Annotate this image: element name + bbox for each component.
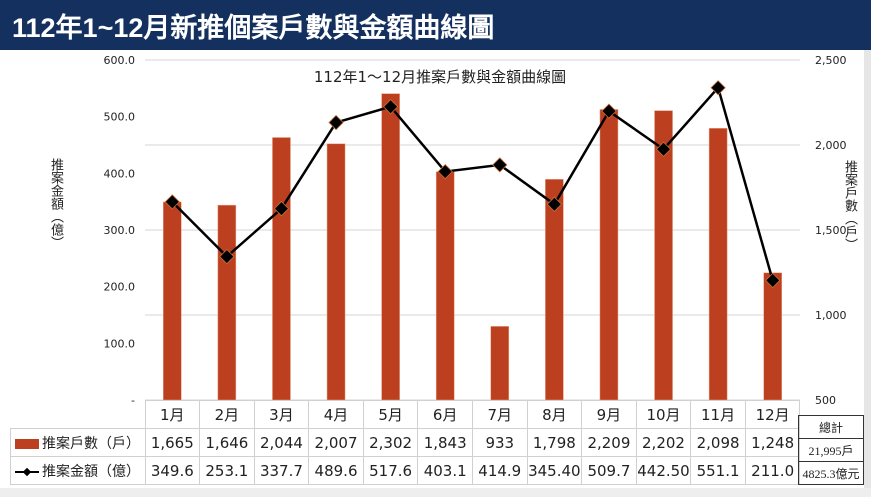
left-tick-label: 600.0 — [104, 54, 136, 67]
left-tick-label: 300.0 — [104, 224, 136, 237]
bar — [763, 272, 782, 401]
legend-amount: 推案金額（億） — [10, 456, 146, 485]
diamond-marker-icon — [546, 196, 563, 212]
diamond-marker-icon — [219, 248, 235, 265]
table-cell: 349.6 — [144, 456, 201, 485]
diamond-marker-icon — [328, 114, 344, 131]
totals-households: 21,995戶 — [798, 438, 864, 462]
table-cell: 11月 — [690, 400, 746, 429]
table-cell: 345.40 — [526, 456, 583, 485]
gridlines — [145, 59, 800, 401]
left-tick-label: 200.0 — [104, 281, 136, 294]
table-cell: 509.7 — [581, 456, 637, 485]
table-header-row: 1月 2月 3月 4月 5月 6月 7月 8月 9月 10月 11月 12月 — [10, 400, 801, 429]
amount-line — [164, 80, 781, 289]
table-cell: 6月 — [417, 400, 473, 429]
table-cell: 2,098 — [690, 428, 746, 457]
table-cell: 933 — [471, 428, 528, 457]
right-axis-title: 推案戶數（戶） — [842, 160, 857, 251]
bar — [326, 143, 346, 401]
table-cell: 3月 — [253, 400, 310, 429]
legend-label: 推案戶數（戶） — [42, 435, 140, 452]
table-cell: 1,843 — [417, 428, 473, 457]
right-axis-ticks: 2,500 2,000 1,500 1,000 500 — [815, 54, 847, 407]
table-cell: 4月 — [308, 400, 364, 429]
bar-swatch-icon — [15, 438, 39, 449]
left-tick-label: 100.0 — [104, 337, 136, 350]
table-cell: 1,798 — [526, 428, 583, 457]
table-cell: 211.0 — [744, 456, 801, 485]
legend-label: 推案金額（億） — [42, 463, 140, 480]
table-cell: 2,202 — [635, 428, 692, 457]
table-cell: 1,665 — [144, 428, 201, 457]
table-row-households: 推案戶數（戶） 1,665 1,646 2,044 2,007 2,302 1,843 93… — [10, 428, 801, 457]
table-cell: 253.1 — [199, 456, 255, 485]
bar — [435, 171, 455, 401]
line-marker-swatch-icon — [15, 467, 39, 477]
diamond-marker-icon — [765, 272, 781, 289]
table-cell: 9月 — [581, 400, 637, 429]
table-cell: 517.6 — [362, 456, 419, 485]
totals-amount: 4825.3億元 — [798, 461, 864, 485]
table-cell: 12月 — [744, 400, 801, 429]
legend-households: 推案戶數（戶） — [10, 428, 146, 457]
totals-box: 總計 21,995戶 4825.3億元 — [798, 415, 864, 485]
table-cell: 414.9 — [471, 456, 528, 485]
table-cell: 5月 — [362, 400, 419, 429]
bar — [381, 93, 400, 401]
table-cell: 7月 — [471, 400, 528, 429]
table-cell: 2,044 — [253, 428, 310, 457]
data-table: 1月 2月 3月 4月 5月 6月 7月 8月 9月 10月 11月 12月 推案戶數（戶） 1,66… — [10, 400, 801, 485]
left-tick-label: 500.0 — [104, 111, 136, 124]
right-tick-label: 2,000 — [815, 139, 847, 152]
table-cell: 551.1 — [690, 456, 746, 485]
households-bars — [163, 93, 782, 401]
right-tick-label: 1,500 — [815, 224, 847, 237]
bar — [490, 326, 510, 401]
table-cell: 403.1 — [417, 456, 473, 485]
frame-bottom-edge — [0, 488, 871, 497]
table-cell: 8月 — [526, 400, 583, 429]
frame-right-edge — [864, 50, 871, 497]
bar — [163, 201, 182, 401]
table-cell: 489.6 — [308, 456, 364, 485]
bar — [599, 109, 619, 401]
right-tick-label: 500 — [815, 394, 836, 407]
table-cell: 1,646 — [199, 428, 255, 457]
diamond-marker-icon — [492, 157, 508, 173]
table-row-amount: 推案金額（億） 349.6 253.1 337.7 489.6 517.6 403.1 41… — [10, 456, 801, 485]
table-cell: 337.7 — [253, 456, 310, 485]
diamond-marker-icon — [601, 103, 617, 119]
table-cell: 1月 — [144, 400, 201, 429]
right-tick-label: 2,500 — [815, 54, 847, 67]
bar — [708, 128, 728, 401]
left-axis-title: 推案金額（億） — [48, 158, 63, 249]
right-tick-label: 1,000 — [815, 309, 847, 322]
table-cell: 1,248 — [744, 428, 801, 457]
diamond-marker-icon — [655, 141, 672, 157]
amount-polyline — [171, 85, 774, 281]
table-cell: 442.50 — [635, 456, 692, 485]
page-title: 112年1~12月新推個案戶數與金額曲線圖 — [12, 13, 495, 43]
diamond-marker-icon — [437, 163, 453, 180]
table-cell: 10月 — [635, 400, 692, 429]
diamond-marker-icon — [164, 194, 180, 210]
header-banner: 112年1~12月新推個案戶數與金額曲線圖 — [0, 0, 871, 50]
left-tick-label: 400.0 — [104, 167, 136, 180]
totals-label: 總計 — [798, 415, 864, 439]
diamond-marker-icon — [382, 99, 399, 115]
diamond-marker-icon — [273, 200, 290, 217]
table-cell: 2月 — [199, 400, 255, 429]
diamond-marker-icon — [710, 80, 726, 96]
table-cell: 2,007 — [308, 428, 364, 457]
table-corner — [10, 400, 146, 429]
chart-title: 112年1～12月推案戶數與金額曲線圖 — [314, 68, 566, 86]
table-cell: 2,302 — [362, 428, 419, 457]
bar — [272, 137, 291, 401]
table-cell: 2,209 — [581, 428, 637, 457]
bar — [217, 204, 237, 401]
bar — [545, 179, 564, 401]
